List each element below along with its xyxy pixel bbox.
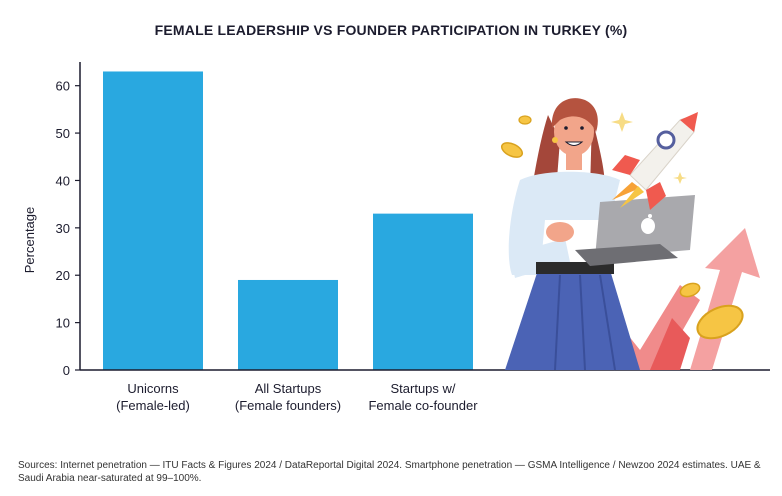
bar (103, 71, 203, 370)
x-category-label: (Female founders) (235, 398, 341, 413)
bars (103, 71, 473, 370)
source-note: Sources: Internet penetration — ITU Fact… (18, 460, 761, 484)
y-tick-label: 50 (56, 126, 70, 141)
y-tick-label: 30 (56, 221, 70, 236)
bar (238, 279, 338, 370)
x-category-label: All Startups (255, 381, 322, 396)
y-tick-label: 0 (63, 363, 70, 378)
chart-title: FEMALE LEADERSHIP VS FOUNDER PARTICIPATI… (154, 22, 628, 38)
category-labels: Unicorns (Female-led) All Startups (Female … (116, 381, 478, 413)
y-axis-title: Percentage (22, 207, 37, 274)
y-tick-label: 10 (56, 316, 70, 331)
y-axis-ticks: 0 10 20 30 40 50 60 (56, 79, 80, 378)
y-tick-label: 20 (56, 268, 70, 283)
coin-icon (500, 115, 744, 340)
y-tick-label: 40 (56, 173, 70, 188)
sparkle-icon (611, 112, 687, 184)
laptop-icon (575, 195, 695, 266)
woman-with-laptop-illustration (500, 98, 760, 371)
x-category-label: Female co-founder (368, 398, 478, 413)
x-category-label: (Female-led) (116, 398, 190, 413)
rocket-icon (612, 112, 698, 210)
y-tick-label: 60 (56, 79, 70, 94)
x-category-label: Unicorns (127, 381, 179, 396)
x-category-label: Startups w/ (390, 381, 455, 396)
bar (373, 213, 473, 370)
